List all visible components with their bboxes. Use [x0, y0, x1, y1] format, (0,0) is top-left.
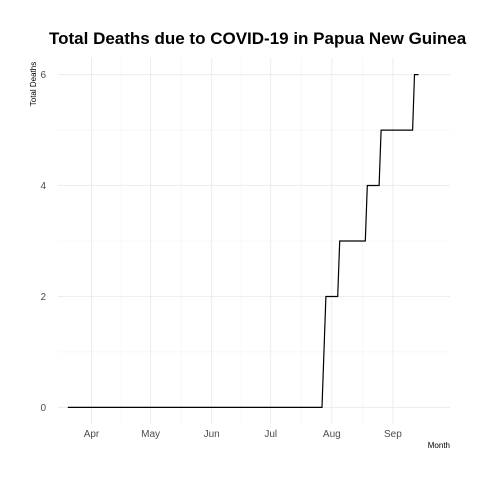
y-tick-label: 6: [40, 70, 46, 81]
series-group: [67, 73, 419, 408]
x-axis-label: Month: [428, 441, 450, 450]
x-tick-label: Aug: [323, 429, 341, 440]
x-axis-ticks: Apr May Jun Jul Aug Sep: [84, 429, 403, 440]
x-tick-label: Apr: [84, 429, 100, 440]
y-axis-label: Total Deaths: [29, 62, 38, 106]
y-tick-label: 0: [40, 403, 46, 414]
x-tick-label: Jul: [264, 429, 277, 440]
chart-title: Total Deaths due to COVID-19 in Papua Ne…: [49, 29, 467, 48]
grid: [58, 58, 450, 424]
y-tick-label: 2: [40, 292, 46, 303]
y-tick-label: 4: [40, 181, 46, 192]
x-tick-label: Jun: [204, 429, 220, 440]
x-tick-label: May: [141, 429, 160, 440]
x-tick-label: Sep: [384, 429, 402, 440]
series-line: [67, 73, 419, 408]
y-axis-ticks: 0 2 4 6: [40, 70, 46, 414]
